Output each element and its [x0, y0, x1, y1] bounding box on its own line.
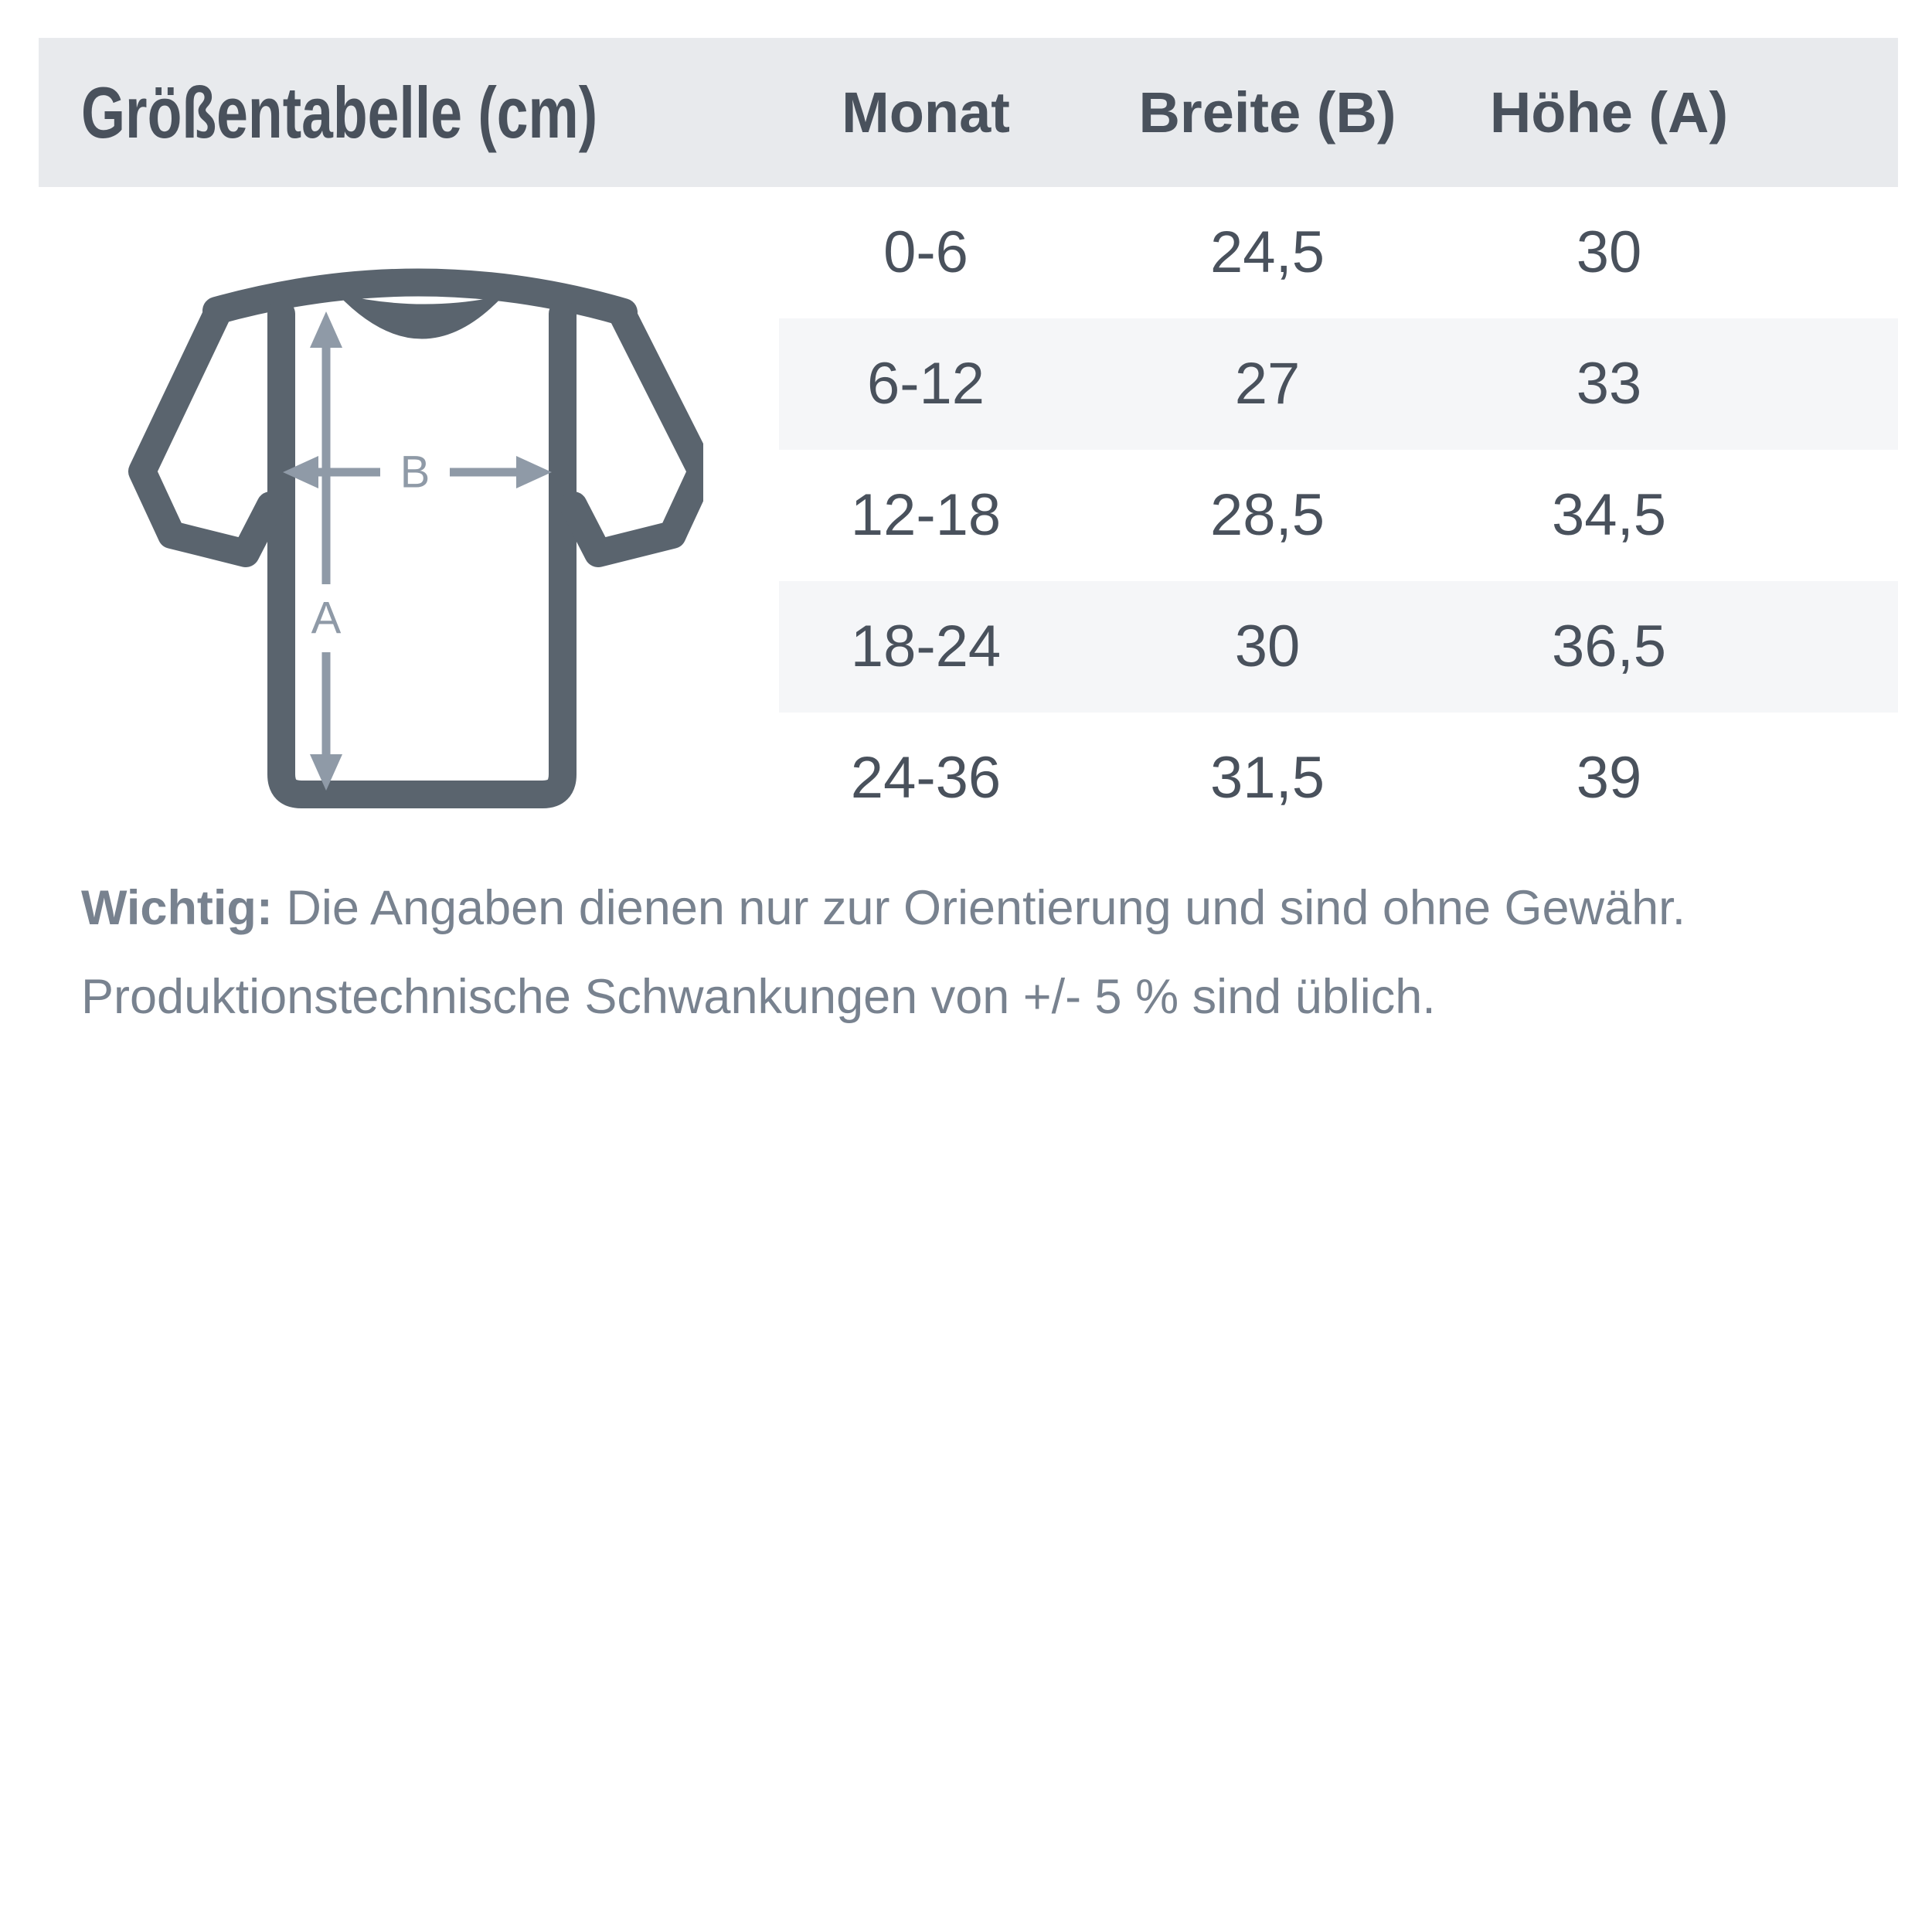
cell-monat: 12-18 — [850, 482, 1002, 548]
cell-breite: 31,5 — [1210, 745, 1325, 811]
disclaimer-label: Wichtig: — [81, 881, 273, 935]
cell-monat: 18-24 — [850, 614, 1002, 679]
disclaimer-note: Wichtig: Die Angaben dienen nur zur Orie… — [81, 864, 1685, 1042]
cell-monat: 24-36 — [850, 745, 1002, 811]
column-header-breite: Breite (B) — [1138, 80, 1396, 145]
arrowheads — [283, 311, 552, 791]
cell-breite: 24,5 — [1210, 219, 1325, 285]
height-label: A — [311, 594, 342, 644]
width-label: B — [400, 447, 430, 498]
table-row: 0-6 24,5 30 — [779, 187, 1898, 318]
size-table-header: Größentabelle (cm) Monat Breite (B) Höhe… — [39, 38, 1898, 187]
column-header-hoehe: Höhe (A) — [1489, 80, 1729, 145]
cell-monat: 0-6 — [883, 219, 968, 285]
shirt-outline — [128, 268, 703, 808]
cell-hoehe: 39 — [1576, 745, 1642, 811]
column-header-monat: Monat — [842, 80, 1010, 145]
disclaimer-line-2: Produktionstechnische Schwankungen von +… — [81, 970, 1436, 1024]
cell-breite: 28,5 — [1210, 482, 1325, 548]
cell-hoehe: 33 — [1576, 351, 1642, 417]
cell-hoehe: 30 — [1576, 219, 1642, 285]
disclaimer-line-1: Wichtig: Die Angaben dienen nur zur Orie… — [81, 864, 1685, 953]
table-row: 12-18 28,5 34,5 — [779, 450, 1898, 581]
tshirt-measurement-icon: B A — [116, 240, 703, 819]
cell-breite: 30 — [1234, 614, 1301, 679]
cell-monat: 6-12 — [866, 351, 985, 417]
cell-breite: 27 — [1234, 351, 1301, 417]
cell-hoehe: 34,5 — [1552, 482, 1666, 548]
neck-opening — [337, 294, 504, 339]
table-row: 18-24 30 36,5 — [779, 581, 1898, 713]
cell-hoehe: 36,5 — [1552, 614, 1666, 679]
size-table-title: Größentabelle (cm) — [81, 72, 598, 153]
disclaimer-text-1: Die Angaben dienen nur zur Orientierung … — [286, 881, 1686, 935]
table-row: 6-12 27 33 — [779, 318, 1898, 450]
table-row: 24-36 31,5 39 — [779, 713, 1898, 844]
